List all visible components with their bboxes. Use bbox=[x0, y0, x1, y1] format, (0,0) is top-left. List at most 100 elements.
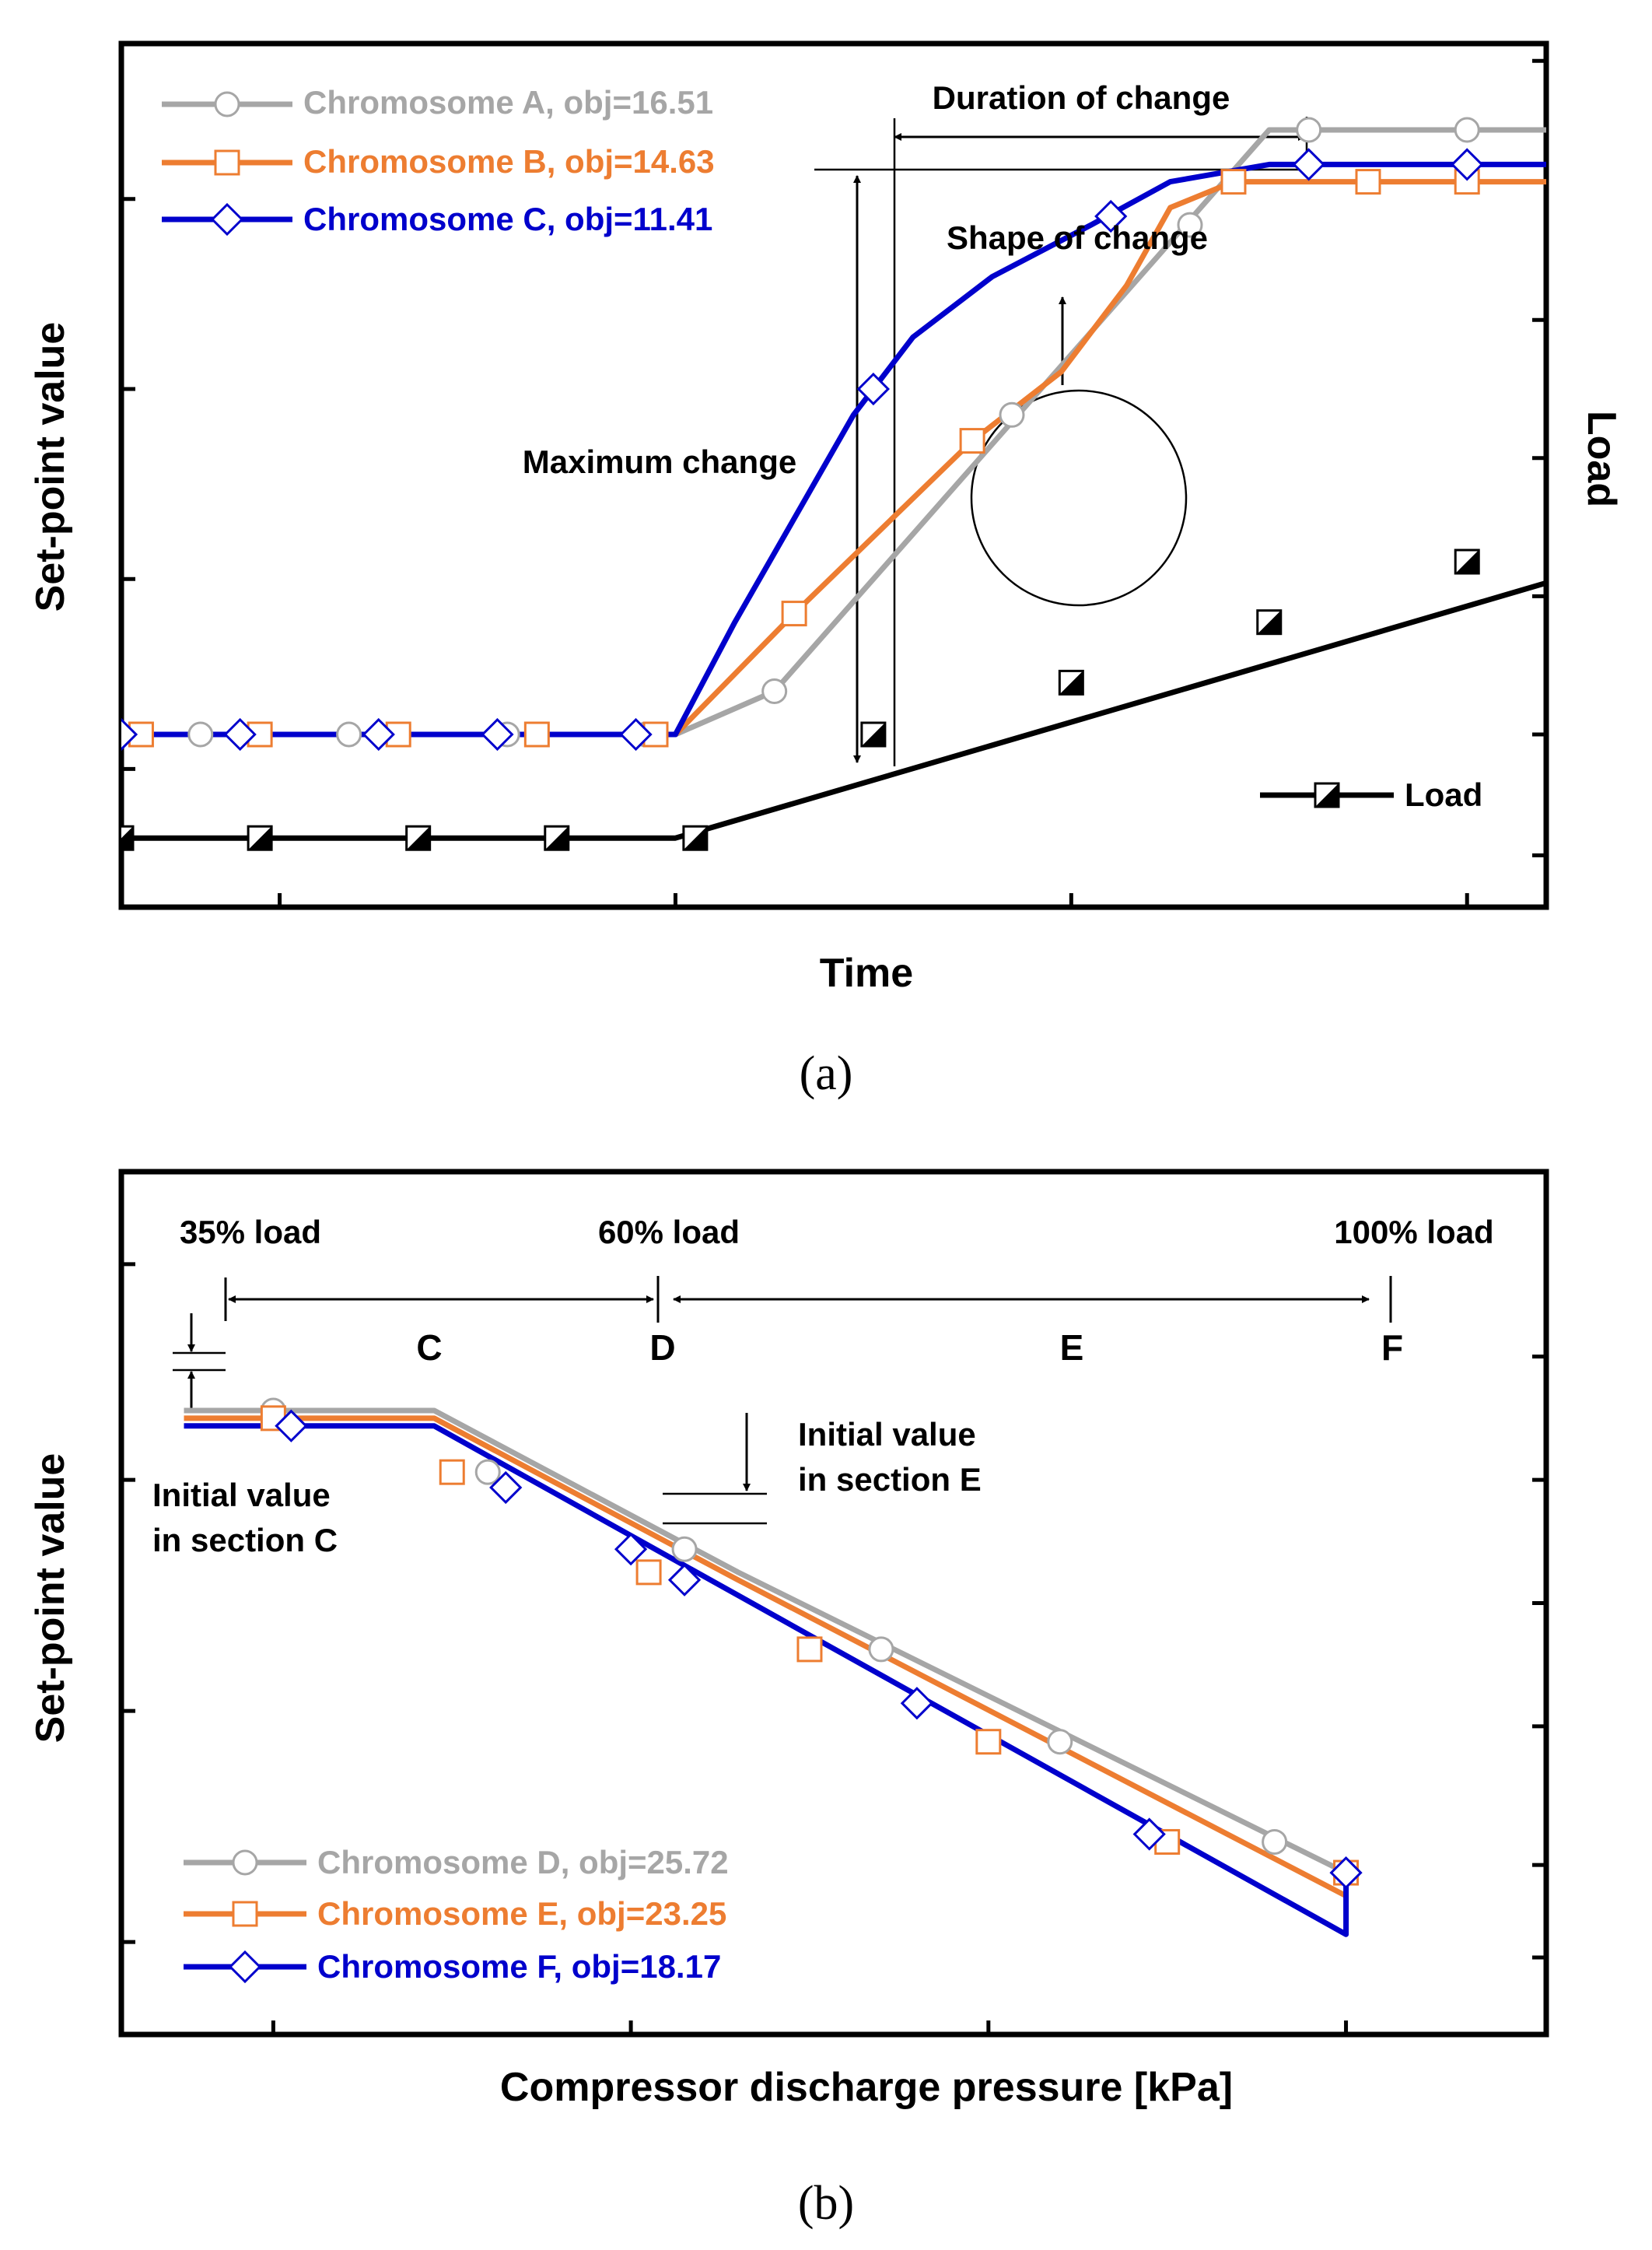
legend-marker bbox=[210, 202, 244, 237]
legend-marker bbox=[214, 91, 240, 117]
y-axis-label-a: Set-point value bbox=[28, 322, 73, 612]
chromosome-c-point-8 bbox=[1451, 148, 1484, 181]
legend-label-chromosome-a: Chromosome A, obj=16.51 bbox=[303, 84, 713, 121]
y-axis-label-b: Set-point value bbox=[28, 1453, 73, 1744]
panel-label-a: (a) bbox=[800, 1047, 853, 1100]
legend-marker bbox=[228, 1950, 262, 1984]
legend-label-chromosome-c: Chromosome C, obj=11.41 bbox=[303, 201, 712, 237]
chromosome-c-point-7 bbox=[1292, 148, 1325, 181]
annotation-initial-c-line2: in section C bbox=[152, 1522, 338, 1558]
chromosome-c-point-5 bbox=[856, 372, 891, 406]
annotation-load-100: 100% load bbox=[1334, 1214, 1493, 1250]
chromosome-f-point-2 bbox=[614, 1533, 648, 1566]
panel-a: Chromosome A, obj=16.51 Chromosome B, ob… bbox=[28, 40, 1624, 1100]
series-line-chromosome-f bbox=[184, 1423, 1349, 1937]
chromosome-a-point-4 bbox=[761, 678, 788, 704]
plot-frame-a bbox=[118, 40, 1549, 910]
chromosome-f-point-5 bbox=[1132, 1817, 1166, 1851]
chromosome-f-point-6 bbox=[1329, 1856, 1363, 1890]
panel-label-b: (b) bbox=[798, 2177, 854, 2230]
y2-axis-label-a: Load bbox=[1579, 411, 1624, 507]
annotation-initial-e-line1: Initial value bbox=[798, 1416, 976, 1453]
annotation-lines-b bbox=[173, 1276, 1392, 1525]
load-point-7 bbox=[1256, 609, 1283, 636]
series-group-a bbox=[121, 117, 1546, 851]
load-point-0 bbox=[121, 825, 135, 851]
chromosome-c-point-3 bbox=[481, 717, 514, 752]
chromosome-e-point-2 bbox=[635, 1559, 662, 1586]
annotation-shape: Shape of change bbox=[947, 219, 1208, 256]
chromosome-b-point-3 bbox=[523, 721, 550, 748]
annotation-initial-e-line2: in section E bbox=[798, 1461, 982, 1498]
section-label-f: F bbox=[1381, 1327, 1403, 1368]
legend-b: Chromosome D, obj=25.72 Chromosome E, ob… bbox=[184, 1844, 729, 1985]
load-point-4 bbox=[682, 825, 709, 851]
x-axis-label-b: Compressor discharge pressure [kPa] bbox=[500, 2065, 1233, 2110]
chromosome-f-point-1 bbox=[489, 1470, 523, 1505]
series-group-b bbox=[184, 1397, 1363, 1937]
chromosome-a-point-0 bbox=[187, 721, 214, 748]
series-line-chromosome-e bbox=[184, 1415, 1348, 1898]
series-line-chromosome-b bbox=[121, 179, 1546, 738]
annotation-maximum: Maximum change bbox=[523, 443, 796, 480]
annotation-load-35: 35% load bbox=[180, 1214, 321, 1250]
legend-entry-chromosome-d bbox=[184, 1849, 306, 1876]
annotation-lines-a bbox=[814, 117, 1308, 766]
load-point-5 bbox=[860, 721, 887, 748]
chromosome-c-point-0 bbox=[121, 717, 138, 752]
chromosome-c-point-6 bbox=[1094, 199, 1128, 233]
legend-label-load: Load bbox=[1405, 776, 1482, 813]
legend-label-chromosome-e: Chromosome E, obj=23.25 bbox=[317, 1895, 726, 1932]
chromosome-d-point-5 bbox=[1262, 1828, 1288, 1855]
load-point-3 bbox=[544, 825, 570, 851]
annotation-initial-c-line1: Initial value bbox=[152, 1477, 331, 1513]
legend-marker bbox=[1314, 782, 1340, 808]
legend-label-chromosome-f: Chromosome F, obj=18.17 bbox=[317, 1948, 721, 1985]
chromosome-d-point-1 bbox=[474, 1459, 501, 1485]
chromosome-a-point-1 bbox=[336, 721, 362, 748]
chromosome-f-point-3 bbox=[667, 1563, 702, 1596]
legend-entry-load bbox=[1260, 782, 1394, 808]
chromosome-d-point-3 bbox=[868, 1636, 894, 1663]
chromosome-a-point-5 bbox=[999, 401, 1025, 428]
chromosome-b-point-6 bbox=[959, 428, 985, 454]
chromosome-a-point-8 bbox=[1454, 117, 1480, 143]
chromosome-b-point-5 bbox=[781, 601, 807, 627]
chromosome-d-point-2 bbox=[671, 1536, 698, 1562]
chromosome-e-point-4 bbox=[975, 1729, 1002, 1755]
x-axis-label-a: Time bbox=[820, 951, 913, 996]
series-line-load bbox=[121, 580, 1546, 841]
legend-entry-chromosome-a bbox=[162, 91, 292, 117]
chromosome-c-point-2 bbox=[362, 717, 395, 752]
chromosome-f-point-0 bbox=[275, 1409, 308, 1442]
chromosome-c-point-1 bbox=[223, 717, 257, 752]
chromosome-e-point-3 bbox=[796, 1636, 823, 1663]
panel-b: Chromosome D, obj=25.72 Chromosome E, ob… bbox=[28, 1169, 1549, 2230]
legend-a: Chromosome A, obj=16.51 Chromosome B, ob… bbox=[162, 84, 1482, 813]
chromosome-a-point-7 bbox=[1296, 117, 1322, 143]
series-line-chromosome-d bbox=[184, 1407, 1348, 1876]
chromosome-d-point-4 bbox=[1047, 1729, 1073, 1755]
chromosome-c-point-4 bbox=[619, 717, 653, 752]
chromosome-b-point-7 bbox=[1220, 169, 1247, 195]
legend-marker bbox=[232, 1901, 258, 1927]
shape-circle bbox=[970, 389, 1188, 607]
ticks-b bbox=[121, 1262, 1546, 2034]
legend-entry-chromosome-c bbox=[162, 202, 292, 237]
chromosome-f-point-4 bbox=[900, 1687, 934, 1720]
section-label-d: D bbox=[649, 1327, 675, 1368]
chromosome-b-point-8 bbox=[1355, 169, 1381, 195]
load-point-1 bbox=[247, 825, 273, 851]
annotation-duration: Duration of change bbox=[933, 79, 1230, 116]
chromosome-a-point-6 bbox=[1177, 212, 1203, 238]
legend-label-chromosome-d: Chromosome D, obj=25.72 bbox=[317, 1844, 729, 1880]
legend-entry-chromosome-e bbox=[184, 1901, 306, 1927]
chromosome-e-point-1 bbox=[439, 1459, 465, 1485]
ticks-a bbox=[121, 58, 1546, 907]
series-line-chromosome-c bbox=[121, 161, 1546, 738]
legend-marker bbox=[214, 149, 240, 176]
load-point-8 bbox=[1454, 548, 1480, 575]
legend-entry-chromosome-b bbox=[162, 149, 292, 176]
load-point-2 bbox=[405, 825, 432, 851]
